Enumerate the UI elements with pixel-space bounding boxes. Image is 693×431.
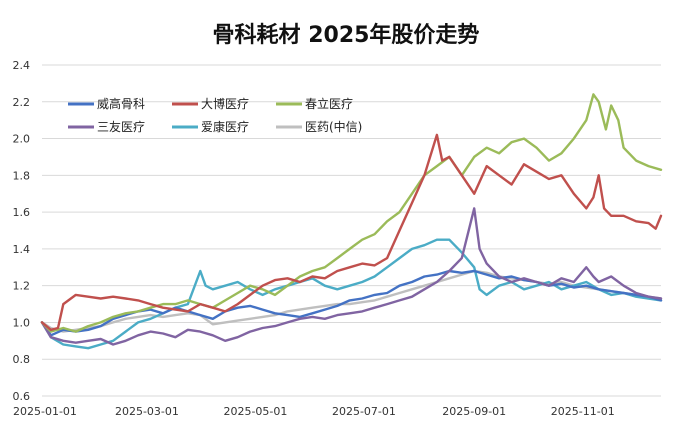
legend-label: 春立医疗 bbox=[305, 96, 353, 111]
y-tick-label: 1.2 bbox=[13, 280, 31, 293]
x-axis: 2025-01-01 2025-03-01 2025-05-01 2025-07-01… bbox=[13, 405, 615, 418]
chart-title: 骨科耗材 2025年股价走势 bbox=[213, 22, 480, 48]
series-line-2 bbox=[40, 93, 663, 333]
x-tick-label: 2025-07-01 bbox=[332, 405, 396, 418]
y-tick-label: 2.2 bbox=[13, 96, 31, 109]
y-tick-label: 2.4 bbox=[13, 59, 31, 72]
y-tick-label: 2.0 bbox=[13, 133, 31, 146]
legend-label: 大博医疗 bbox=[201, 96, 249, 111]
series-line-5 bbox=[40, 269, 663, 333]
series-line-3 bbox=[40, 207, 663, 346]
legend-label: 医药(中信) bbox=[305, 119, 362, 134]
x-tick-label: 2025-03-01 bbox=[115, 405, 179, 418]
y-tick-label: 1.0 bbox=[13, 316, 31, 329]
y-tick-label: 0.8 bbox=[13, 353, 31, 366]
series-layer bbox=[40, 93, 663, 350]
y-axis: 0.6 0.8 1.0 1.2 1.4 1.6 1.8 2.0 2.2 2.4 bbox=[13, 59, 31, 403]
grid-layer bbox=[42, 64, 661, 397]
legend-label: 威高骨科 bbox=[97, 96, 145, 111]
y-tick-label: 1.8 bbox=[13, 169, 31, 182]
x-tick-label: 2025-05-01 bbox=[223, 405, 287, 418]
x-tick-label: 2025-01-01 bbox=[13, 405, 77, 418]
y-tick-label: 0.6 bbox=[13, 390, 31, 403]
y-tick-label: 1.6 bbox=[13, 206, 31, 219]
series-line-4 bbox=[40, 238, 663, 350]
series-line-1 bbox=[40, 133, 663, 331]
legend-label: 爱康医疗 bbox=[201, 119, 249, 134]
y-tick-label: 1.4 bbox=[13, 243, 31, 256]
legend-label: 三友医疗 bbox=[97, 120, 145, 134]
x-tick-label: 2025-11-01 bbox=[551, 405, 615, 418]
x-tick-label: 2025-09-01 bbox=[442, 405, 506, 418]
